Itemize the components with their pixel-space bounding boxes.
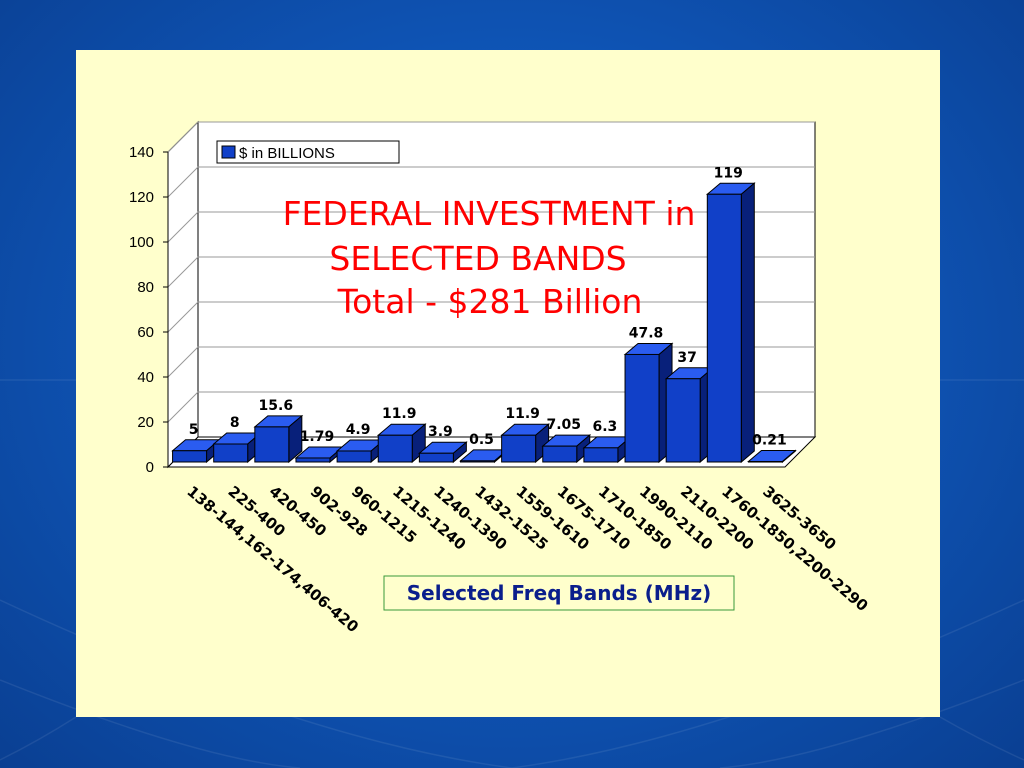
bar-front-face xyxy=(460,460,495,463)
data-label: 0.5 xyxy=(469,432,494,448)
y-tick-label: 140 xyxy=(129,144,154,161)
plot-side-wall xyxy=(167,120,199,469)
chart-title-line: SELECTED BANDS xyxy=(329,239,626,278)
legend-swatch xyxy=(221,145,236,159)
data-label: 6.3 xyxy=(592,419,617,435)
y-tick-label: 0 xyxy=(146,459,154,476)
gridline xyxy=(167,121,815,153)
bar xyxy=(623,342,674,464)
x-axis-label: Selected Freq Bands (MHz) xyxy=(383,575,735,611)
chart-title-line: FEDERAL INVESTMENT in xyxy=(283,194,696,233)
data-label: 8 xyxy=(230,415,240,431)
chart-title-line: Total - $281 Billion xyxy=(337,282,643,321)
y-tick-label: 20 xyxy=(137,414,154,431)
legend: $ in BILLIONS xyxy=(216,140,400,164)
bar xyxy=(253,414,304,464)
data-label: 37 xyxy=(677,350,696,366)
bar xyxy=(705,182,756,464)
y-tick-label: 60 xyxy=(137,324,154,341)
y-tick-label: 40 xyxy=(137,369,154,386)
gridline xyxy=(167,301,815,333)
bar-front-face xyxy=(254,426,290,463)
legend-label: $ in BILLIONS xyxy=(239,145,335,162)
x-axis-label-text: Selected Freq Bands (MHz) xyxy=(407,581,711,605)
data-label: 7.05 xyxy=(546,417,581,433)
bar-front-face xyxy=(706,193,742,463)
bar-side-face xyxy=(740,182,755,464)
gridline xyxy=(167,346,815,378)
bar xyxy=(747,449,797,464)
bar xyxy=(664,366,715,464)
y-tick-label: 80 xyxy=(137,279,154,296)
bar xyxy=(418,441,468,464)
data-label: 11.9 xyxy=(382,406,417,422)
bar-front-face xyxy=(624,353,660,463)
bar-front-face xyxy=(583,447,619,463)
bar-front-face xyxy=(501,434,537,463)
bar-front-face xyxy=(295,457,331,463)
gridline xyxy=(167,256,815,288)
legend-box xyxy=(216,140,400,164)
bar-front-face xyxy=(665,378,701,463)
bar-front-face xyxy=(213,443,249,463)
bar xyxy=(541,434,592,464)
data-label: 3.9 xyxy=(428,424,453,440)
x-axis-label-box xyxy=(383,575,735,611)
bar xyxy=(500,423,550,464)
gridline xyxy=(167,211,815,243)
bar-front-face xyxy=(377,434,413,463)
data-label: 1.79 xyxy=(300,429,335,445)
gridline xyxy=(167,391,815,423)
bar-front-face xyxy=(172,450,208,463)
data-label: 119 xyxy=(714,165,743,181)
data-label: 47.8 xyxy=(629,325,664,341)
y-tick-label: 100 xyxy=(129,234,154,251)
gridline xyxy=(167,166,815,198)
data-label: 15.6 xyxy=(259,398,294,414)
data-label: 11.9 xyxy=(505,406,540,422)
bar-front-face xyxy=(747,461,783,463)
bar xyxy=(376,423,427,464)
bar-front-face xyxy=(336,450,372,463)
bar-front-face xyxy=(542,445,578,463)
bar-front-face xyxy=(418,452,454,463)
data-label: 4.9 xyxy=(346,422,371,438)
data-label: 5 xyxy=(189,422,199,438)
y-tick-label: 120 xyxy=(129,189,154,206)
data-label: 0.21 xyxy=(752,433,787,449)
